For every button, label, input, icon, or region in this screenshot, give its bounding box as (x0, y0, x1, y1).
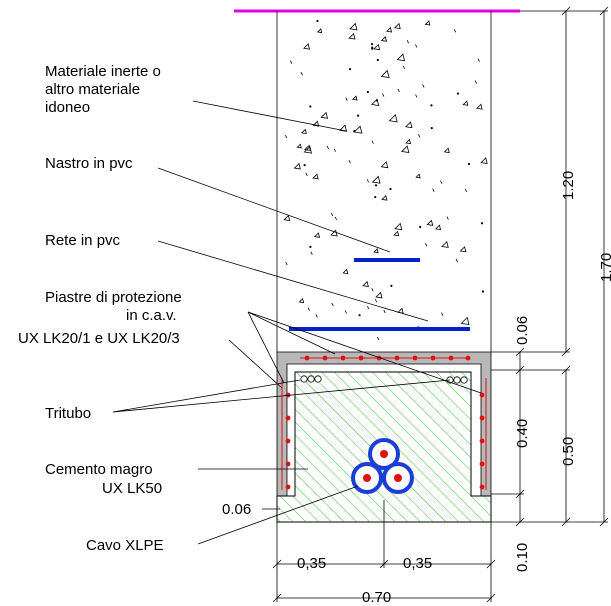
dim-ticks-right (515, 6, 609, 527)
label-piastre-2: in c.a.v. (126, 307, 177, 324)
label-materiale-1: Materiale inerte o (45, 63, 161, 80)
label-materiale-2: altro materiale (45, 81, 140, 98)
dim-ticks-bottom (272, 559, 496, 603)
dim-text-070: 0.70 (362, 589, 391, 606)
dim-text-120: 1.20 (560, 171, 577, 200)
dim-text-035-right: 0,35 (403, 555, 432, 572)
leader-nastro (157, 167, 391, 253)
dim-text-035-left: 0,35 (297, 555, 326, 572)
dim-text-170: 1.70 (598, 253, 611, 282)
backfill-texture (283, 19, 488, 341)
leader-piastre-1 (247, 311, 285, 384)
dim-text-010: 0.10 (514, 543, 531, 572)
dim-text-006-left: 0.06 (222, 501, 251, 518)
cable-right (382, 462, 414, 494)
leader-tritubo-2 (112, 379, 451, 413)
leader-tritubo-1 (112, 379, 301, 413)
leader-cavo (197, 485, 359, 545)
leader-piastre-2 (247, 311, 336, 355)
rebar-dots (285, 355, 485, 490)
label-piastre-1: Piastre di protezione (45, 289, 182, 306)
dim-text-006-top: 0.06 (514, 316, 531, 345)
tritubo-left (300, 375, 322, 383)
label-materiale-3: idoneo (45, 99, 90, 116)
label-cemento-2: UX LK50 (102, 480, 162, 497)
leader-piastre-3 (247, 311, 482, 394)
label-rete: Rete in pvc (45, 232, 121, 249)
label-piastre-3: UX LK20/1 e UX LK20/3 (18, 330, 180, 347)
xlpe-cables (351, 438, 414, 494)
dim-text-050: 0.50 (560, 437, 577, 466)
cable-left (351, 462, 383, 494)
label-tritubo: Tritubo (45, 405, 91, 422)
leader-piastre-4 (228, 339, 283, 389)
label-cemento-1: Cemento magro (45, 461, 153, 478)
leader-rete (157, 240, 429, 322)
label-cavo: Cavo XLPE (86, 537, 164, 554)
dim-text-040: 0.40 (514, 419, 531, 448)
label-nastro: Nastro in pvc (45, 155, 133, 172)
cable-top (368, 438, 400, 470)
leader-materiale (192, 100, 347, 132)
